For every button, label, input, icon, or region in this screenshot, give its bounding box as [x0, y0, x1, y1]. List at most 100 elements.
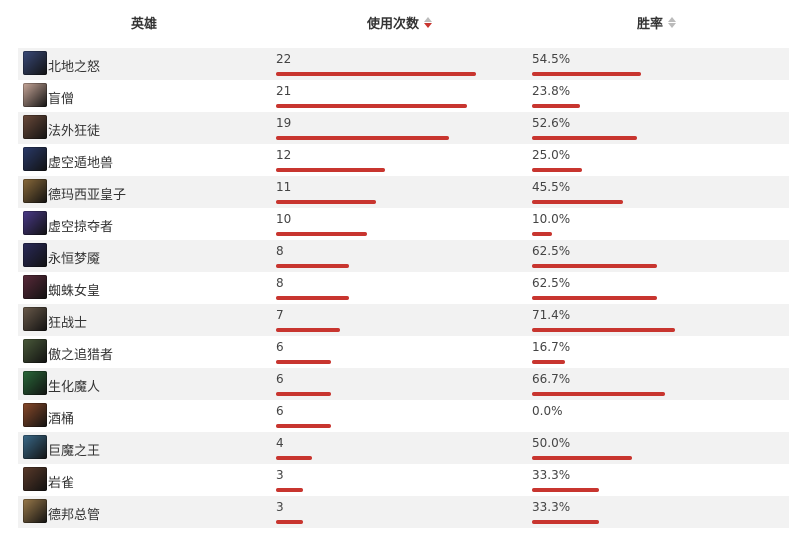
- hero-name[interactable]: 蜘蛛女皇: [48, 284, 101, 299]
- hero-name[interactable]: 德玛西亚皇子: [48, 188, 127, 203]
- usage-bar: [276, 168, 385, 172]
- table-row[interactable]: 生化魔人 6 66.7%: [18, 368, 789, 400]
- usage-bar: [276, 424, 331, 428]
- winrate-bar: [532, 520, 599, 524]
- hero-avatar: [23, 51, 47, 75]
- winrate-bar: [532, 488, 599, 492]
- hero-name[interactable]: 德邦总管: [48, 508, 101, 523]
- table-row[interactable]: 永恒梦魇 8 62.5%: [18, 240, 789, 272]
- usage-count: 4: [276, 436, 284, 450]
- winrate-value: 0.0%: [532, 404, 563, 418]
- table-header: 英雄 使用次数 胜率: [0, 0, 807, 46]
- winrate-value: 33.3%: [532, 500, 571, 514]
- table-row[interactable]: 北地之怒 22 54.5%: [18, 48, 789, 80]
- hero-column-header: 英雄: [131, 13, 157, 32]
- winrate-bar: [532, 168, 582, 172]
- hero-avatar: [23, 179, 47, 203]
- table-row[interactable]: 虚空掠夺者 10 10.0%: [18, 208, 789, 240]
- hero-name[interactable]: 盲僧: [48, 92, 75, 107]
- winrate-value: 66.7%: [532, 372, 571, 386]
- winrate-value: 62.5%: [532, 244, 571, 258]
- hero-name[interactable]: 生化魔人: [48, 380, 101, 395]
- table-row[interactable]: 虚空遁地兽 12 25.0%: [18, 144, 789, 176]
- winrate-bar: [532, 136, 637, 140]
- hero-name[interactable]: 傲之追猎者: [48, 348, 114, 363]
- hero-avatar: [23, 275, 47, 299]
- winrate-bar: [532, 264, 657, 268]
- hero-avatar: [23, 499, 47, 523]
- usage-bar: [276, 72, 476, 76]
- usage-bar: [276, 200, 376, 204]
- usage-count: 21: [276, 84, 292, 98]
- usage-count: 22: [276, 52, 292, 66]
- winrate-bar: [532, 296, 657, 300]
- table-row[interactable]: 德玛西亚皇子 11 45.5%: [18, 176, 789, 208]
- usage-bar: [276, 360, 331, 364]
- hero-avatar: [23, 403, 47, 427]
- sort-desc-icon: [668, 23, 677, 28]
- usage-count: 3: [276, 500, 284, 514]
- winrate-header-label: 胜率: [637, 17, 664, 32]
- hero-avatar: [23, 147, 47, 171]
- hero-name[interactable]: 岩雀: [48, 476, 75, 491]
- table-row[interactable]: 酒桶 6 0.0%: [18, 400, 789, 432]
- table-row[interactable]: 法外狂徒 19 52.6%: [18, 112, 789, 144]
- winrate-bar: [532, 392, 665, 396]
- hero-avatar: [23, 307, 47, 331]
- winrate-bar: [532, 456, 632, 460]
- hero-name[interactable]: 狂战士: [48, 316, 88, 331]
- usage-count: 8: [276, 244, 284, 258]
- winrate-bar: [532, 200, 623, 204]
- hero-avatar: [23, 339, 47, 363]
- usage-count: 6: [276, 372, 284, 386]
- hero-avatar: [23, 243, 47, 267]
- hero-name[interactable]: 虚空遁地兽: [48, 156, 114, 171]
- table-row[interactable]: 巨魔之王 4 50.0%: [18, 432, 789, 464]
- usage-count: 8: [276, 276, 284, 290]
- winrate-bar: [532, 72, 641, 76]
- winrate-bar: [532, 232, 552, 236]
- usage-bar: [276, 136, 449, 140]
- table-row[interactable]: 傲之追猎者 6 16.7%: [18, 336, 789, 368]
- usage-count: 3: [276, 468, 284, 482]
- hero-avatar: [23, 435, 47, 459]
- table-row[interactable]: 狂战士 7 71.4%: [18, 304, 789, 336]
- winrate-value: 45.5%: [532, 180, 571, 194]
- table-row[interactable]: 德邦总管 3 33.3%: [18, 496, 789, 528]
- usage-count: 11: [276, 180, 292, 194]
- hero-name[interactable]: 酒桶: [48, 412, 75, 427]
- hero-name[interactable]: 巨魔之王: [48, 444, 101, 459]
- table-row[interactable]: 岩雀 3 33.3%: [18, 464, 789, 496]
- table-row[interactable]: 蜘蛛女皇 8 62.5%: [18, 272, 789, 304]
- sort-asc-icon: [424, 17, 433, 22]
- sort-icon[interactable]: [668, 17, 677, 28]
- winrate-value: 25.0%: [532, 148, 571, 162]
- winrate-column-header[interactable]: 胜率: [637, 13, 677, 32]
- winrate-value: 50.0%: [532, 436, 571, 450]
- winrate-bar: [532, 104, 580, 108]
- hero-name[interactable]: 北地之怒: [48, 60, 101, 75]
- sort-desc-icon: [424, 23, 433, 28]
- winrate-bar: [532, 328, 675, 332]
- winrate-bar: [532, 360, 565, 364]
- usage-column-header[interactable]: 使用次数: [367, 13, 433, 32]
- hero-avatar: [23, 371, 47, 395]
- table-row[interactable]: 盲僧 21 23.8%: [18, 80, 789, 112]
- usage-bar: [276, 392, 331, 396]
- winrate-value: 10.0%: [532, 212, 571, 226]
- hero-header-label: 英雄: [131, 17, 158, 32]
- usage-header-label: 使用次数: [367, 17, 420, 32]
- winrate-value: 54.5%: [532, 52, 571, 66]
- winrate-value: 33.3%: [532, 468, 571, 482]
- sort-icon[interactable]: [424, 17, 433, 28]
- usage-count: 19: [276, 116, 292, 130]
- hero-avatar: [23, 115, 47, 139]
- hero-name[interactable]: 永恒梦魇: [48, 252, 101, 267]
- sort-asc-icon: [668, 17, 677, 22]
- hero-name[interactable]: 法外狂徒: [48, 124, 101, 139]
- winrate-value: 62.5%: [532, 276, 571, 290]
- hero-name[interactable]: 虚空掠夺者: [48, 220, 114, 235]
- winrate-value: 52.6%: [532, 116, 571, 130]
- usage-bar: [276, 232, 367, 236]
